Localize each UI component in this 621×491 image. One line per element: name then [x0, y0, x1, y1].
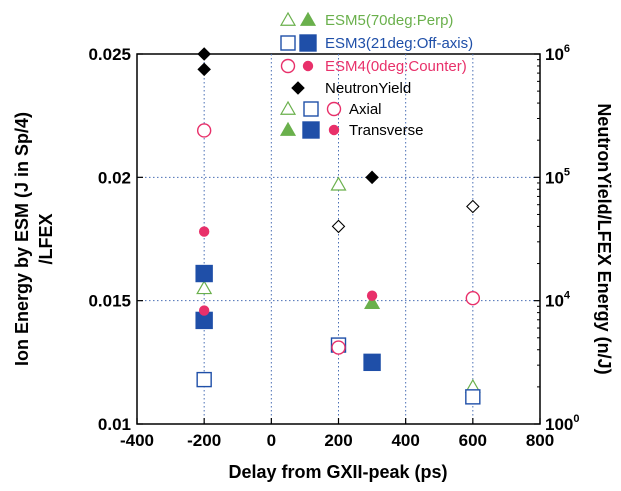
x-axis-title: Delay from GXII-peak (ps)	[228, 462, 447, 482]
esm3-transverse-point	[363, 353, 381, 372]
y-tick-label: 0.025	[88, 45, 131, 64]
esm4-transverse-point	[198, 305, 210, 316]
esm4-axial-point	[196, 123, 212, 138]
legend-marker	[279, 100, 297, 115]
neutron-yield-point	[197, 47, 211, 61]
x-tick-label: 800	[526, 431, 554, 450]
x-tick-label: -200	[187, 431, 221, 450]
y-tick-label: 0.01	[98, 415, 131, 434]
neutron-yield-point	[365, 170, 379, 185]
legend-marker	[280, 58, 296, 74]
esm3-axial-point	[465, 389, 481, 405]
y-axis-title-line2: /LFEX	[36, 213, 56, 264]
x-tick-label: 200	[324, 431, 352, 450]
esm3-transverse-point	[195, 264, 213, 283]
legend-marker	[279, 11, 297, 26]
esm4-transverse-point	[366, 290, 378, 301]
x-tick-label: 600	[459, 431, 487, 450]
esm5-axial-point	[330, 176, 347, 191]
legend-marker	[280, 35, 296, 51]
legend-label: Axial	[349, 101, 382, 118]
legend-marker	[328, 124, 340, 136]
esm4-transverse-point	[198, 226, 210, 237]
neutron-yield-open-point	[331, 219, 346, 234]
x-tick-label: -400	[120, 431, 154, 450]
esm4-axial-point	[331, 340, 346, 355]
y-axis-title-line1: Ion Energy by ESM (J in Sp/4)	[12, 112, 32, 366]
legend-marker	[291, 81, 305, 95]
esm5-axial-point	[196, 280, 213, 295]
y-tick-label: 0.02	[98, 168, 131, 187]
neutron-yield-open-point	[466, 199, 480, 214]
legend-label: ESM3(21deg:Off-axis)	[325, 35, 473, 52]
legend-label: NeutronYield	[325, 80, 411, 97]
legend: ESM5(70deg:Perp) ESM3(21deg:Off-axis) ESM4…	[279, 11, 473, 139]
y-tick-label: 0.015	[88, 292, 131, 311]
y2-tick-label: 1000	[545, 413, 580, 434]
esm3-axial-point	[196, 371, 212, 388]
legend-marker	[326, 101, 342, 117]
legend-marker	[302, 60, 314, 72]
ticks: -400 -200 0 200 400 600 800 0.01 0.015 0.02 0.025 1…	[88, 43, 579, 450]
x-tick-label: 400	[391, 431, 419, 450]
y2-tick-label: 105	[545, 166, 570, 187]
y2-axis-title: NeutronYield/LFEX Energy (n/J)	[594, 103, 614, 374]
legend-marker	[299, 34, 317, 52]
y2-tick-label: 106	[545, 43, 570, 64]
neutron-yield-point	[197, 62, 211, 77]
esm5-transverse-point	[364, 294, 381, 309]
x-tick-label: 0	[267, 431, 276, 450]
y2-tick-label: 104	[545, 290, 571, 311]
legend-label: Transverse	[349, 122, 423, 139]
legend-marker	[303, 101, 319, 117]
legend-marker	[279, 121, 297, 136]
legend-marker	[302, 121, 320, 139]
esm4-axial-point	[465, 291, 481, 306]
legend-label: ESM4(0deg:Counter)	[325, 58, 467, 75]
legend-marker	[299, 11, 317, 26]
legend-label: ESM5(70deg:Perp)	[325, 12, 453, 29]
marks	[195, 47, 481, 405]
